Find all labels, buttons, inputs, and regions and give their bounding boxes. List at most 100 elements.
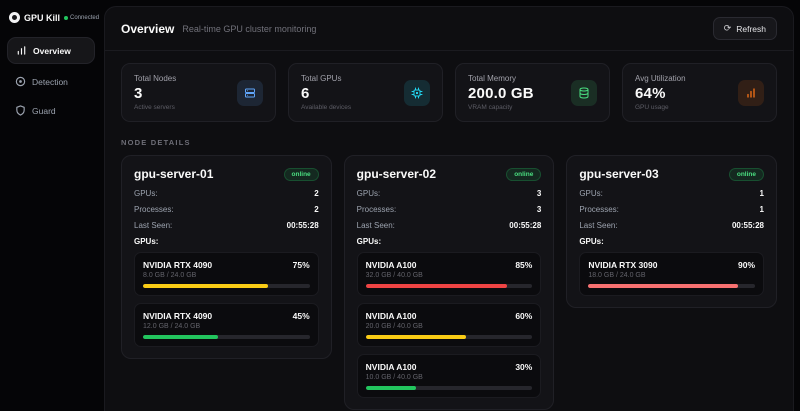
gpu-utilization: 90%	[737, 260, 755, 270]
stat-value: 6	[301, 85, 310, 102]
stat-sublabel: VRAM capacity	[468, 104, 513, 111]
gpu-name: NVIDIA RTX 4090	[143, 260, 213, 270]
status-badge: online	[283, 167, 319, 181]
node-card-gpu-server-01: gpu-server-01 online GPUs: 2 Processes: 2 …	[121, 155, 332, 359]
status-badge: online	[506, 167, 542, 181]
gpus-count: 1	[759, 189, 764, 198]
sidebar-item-label: Guard	[32, 105, 56, 116]
stat-sublabel: GPU usage	[635, 104, 669, 111]
app-title: GPU Kill	[24, 12, 61, 23]
processes-label: Processes:	[356, 205, 397, 214]
stat-card-total-nodes: Total Nodes 3 Active servers	[121, 63, 276, 122]
utilization-bar	[365, 335, 533, 339]
gpu-list-label: GPUs:	[579, 237, 604, 246]
gpu-utilization: 75%	[292, 260, 310, 270]
gpus-count: 2	[314, 189, 319, 198]
utilization-bar	[588, 284, 755, 288]
processes-count: 2	[314, 205, 319, 214]
gpu-utilization: 60%	[515, 311, 533, 321]
main-panel: Overview Real-time GPU cluster monitorin…	[104, 6, 794, 411]
stats-row: Total Nodes 3 Active servers Total GPUs …	[121, 63, 777, 122]
gpu-row: NVIDIA A100 60% 20.0 GB / 40.0 GB	[356, 303, 542, 347]
node-name: gpu-server-02	[356, 167, 437, 181]
app-logo-icon	[9, 12, 20, 23]
stat-label: Total Memory	[468, 74, 517, 83]
connection-status-label: Connected	[70, 14, 100, 21]
utilization-bar	[143, 284, 310, 288]
bar-chart-icon	[738, 79, 764, 106]
gpu-name: NVIDIA A100	[365, 260, 417, 270]
gpus-label: GPUs:	[134, 189, 158, 198]
connected-dot-icon	[64, 15, 69, 20]
refresh-button-label: Refresh	[736, 23, 766, 34]
gpu-memory: 12.0 GB / 24.0 GB	[143, 323, 201, 330]
last-seen-label: Last Seen:	[134, 221, 173, 230]
processes-count: 1	[759, 205, 764, 214]
connection-status: Connected	[64, 15, 99, 21]
last-seen-value: 00:55:28	[509, 221, 542, 230]
page-title: Overview	[121, 21, 175, 36]
sidebar-item-guard[interactable]: Guard	[7, 99, 95, 122]
gpu-memory: 8.0 GB / 24.0 GB	[143, 272, 197, 279]
stat-value: 64%	[635, 85, 666, 102]
gpu-utilization: 85%	[515, 260, 533, 270]
gpu-name: NVIDIA RTX 4090	[143, 311, 213, 321]
gpu-row: NVIDIA RTX 3090 90% 18.0 GB / 24.0 GB	[579, 252, 764, 296]
bar-chart-icon	[17, 46, 26, 55]
stat-card-avg-utilization: Avg Utilization 64% GPU usage	[622, 63, 777, 122]
gpu-name: NVIDIA RTX 3090	[588, 260, 658, 270]
gpu-utilization: 45%	[292, 311, 310, 321]
processes-count: 3	[536, 205, 542, 214]
node-card-gpu-server-03: gpu-server-03 online GPUs: 1 Processes: 1 …	[566, 155, 777, 308]
sidebar-item-label: Overview	[33, 45, 71, 56]
gpu-utilization: 30%	[515, 362, 533, 372]
status-badge: online	[728, 167, 764, 181]
stat-value: 200.0 GB	[468, 85, 534, 102]
stat-label: Total GPUs	[301, 74, 342, 83]
gpus-label: GPUs:	[356, 189, 381, 198]
gpu-memory: 20.0 GB / 40.0 GB	[365, 323, 423, 330]
stat-card-total-gpus: Total GPUs 6 Available devices	[288, 63, 443, 122]
gpu-name: NVIDIA A100	[365, 362, 417, 372]
last-seen-value: 00:55:28	[286, 221, 319, 230]
server-icon	[237, 79, 263, 106]
utilization-bar	[365, 284, 533, 288]
app-logo-row: GPU Kill Connected	[7, 10, 99, 37]
database-icon	[571, 79, 597, 106]
node-card-gpu-server-02: gpu-server-02 online GPUs: 3 Processes: 3 …	[343, 155, 555, 410]
gpu-memory: 10.0 GB / 40.0 GB	[365, 374, 423, 381]
node-name: gpu-server-03	[579, 167, 659, 181]
shield-icon	[16, 105, 25, 116]
target-icon	[15, 76, 26, 87]
gpu-name: NVIDIA A100	[365, 311, 417, 321]
node-details-section-label: NODE DETAILS	[121, 138, 191, 147]
page-subtitle: Real-time GPU cluster monitoring	[182, 23, 317, 34]
gpu-list-label: GPUs:	[356, 237, 382, 246]
last-seen-label: Last Seen:	[356, 221, 395, 230]
stat-card-total-memory: Total Memory 200.0 GB VRAM capacity	[455, 63, 610, 122]
last-seen-label: Last Seen:	[579, 221, 618, 230]
stat-sublabel: Available devices	[301, 104, 352, 111]
gpus-count: 3	[536, 189, 542, 198]
utilization-bar	[365, 386, 533, 390]
utilization-bar	[143, 335, 310, 339]
processes-label: Processes:	[579, 205, 619, 214]
gpu-row: NVIDIA A100 85% 32.0 GB / 40.0 GB	[356, 252, 542, 296]
gpu-memory: 32.0 GB / 40.0 GB	[365, 272, 423, 279]
last-seen-value: 00:55:28	[731, 221, 764, 230]
nodes-grid: gpu-server-01 online GPUs: 2 Processes: 2 …	[121, 155, 777, 410]
stat-label: Total Nodes	[134, 74, 177, 83]
node-name: gpu-server-01	[134, 167, 214, 181]
sidebar-item-detection[interactable]: Detection	[7, 70, 95, 93]
processes-label: Processes:	[134, 205, 174, 214]
gpu-list-label: GPUs:	[134, 237, 159, 246]
refresh-icon: ⟳	[723, 23, 732, 33]
gpu-row: NVIDIA A100 30% 10.0 GB / 40.0 GB	[356, 354, 542, 398]
sidebar-item-label: Detection	[32, 76, 68, 87]
sidebar: GPU Kill Connected Overview Detection Gu…	[0, 0, 102, 411]
refresh-button[interactable]: ⟳ Refresh	[712, 17, 777, 40]
stat-label: Avg Utilization	[635, 74, 686, 83]
gpu-row: NVIDIA RTX 4090 45% 12.0 GB / 24.0 GB	[134, 303, 319, 347]
sidebar-item-overview[interactable]: Overview	[7, 37, 95, 64]
stat-value: 3	[134, 85, 143, 102]
